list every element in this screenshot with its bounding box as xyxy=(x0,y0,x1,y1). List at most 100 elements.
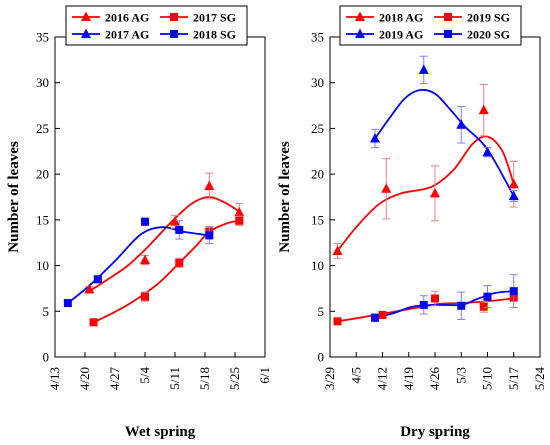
y-tick-label: 15 xyxy=(36,212,49,227)
legend-label-2019-sg: 2019 SG xyxy=(467,11,510,25)
point-2019-ag xyxy=(508,190,519,201)
curve-2020-sg xyxy=(374,290,514,319)
legend-marker xyxy=(444,13,452,21)
legend-marker xyxy=(355,11,365,21)
y-tick-label: 10 xyxy=(311,258,324,273)
point-2019-ag xyxy=(418,64,429,74)
point-2018-ag xyxy=(478,104,489,115)
wet-spring-panel: 0 5 10 15 20 25 30 35 4/13 4/20 4/27 5/4 5/11 5/18 5/… xyxy=(6,5,272,440)
point-2019-ag xyxy=(456,119,467,129)
x-tick-label: 6/1 xyxy=(257,367,272,384)
y-tick-label: 35 xyxy=(36,30,49,45)
curve-2016-ag xyxy=(88,196,240,292)
x-tick-label: 3/29 xyxy=(322,367,337,390)
data-points xyxy=(63,172,245,327)
legend-box xyxy=(339,5,522,46)
x-tick-label: 4/19 xyxy=(401,367,416,390)
x-tick-label: 5/17 xyxy=(506,367,521,391)
curve-2018-ag xyxy=(336,135,515,252)
x-axis-title: Wet spring xyxy=(125,424,196,440)
legend: 2018 AG 2019 SG 2019 AG 2020 SG xyxy=(339,5,522,46)
x-axis-ticks: 4/13 4/20 4/27 5/4 5/11 5/18 5/25 6/1 xyxy=(47,352,272,390)
legend-marker xyxy=(355,28,365,38)
x-axis-ticks: 3/29 4/5 4/12 4/19 4/26 5/3 5/10 5/17 5/24 xyxy=(322,352,547,390)
y-tick-label: 0 xyxy=(43,350,50,365)
x-tick-label: 5/3 xyxy=(453,367,468,384)
point-2019-sg xyxy=(378,310,387,319)
point-2019-ag xyxy=(370,132,380,143)
point-2017-sg xyxy=(175,258,184,267)
x-tick-label: 4/5 xyxy=(348,367,363,384)
point-2020-sg xyxy=(509,287,518,296)
x-tick-label: 4/27 xyxy=(107,367,122,391)
x-tick-label: 5/10 xyxy=(480,367,495,390)
point-2019-sg xyxy=(479,302,488,311)
legend-label-2020-sg: 2020 SG xyxy=(467,28,510,42)
y-axis-ticks: 0 5 10 15 20 25 30 35 xyxy=(311,30,335,365)
point-2018-sg xyxy=(63,299,72,308)
point-2019-sg xyxy=(431,294,439,303)
legend-marker xyxy=(444,30,452,38)
x-tick-label: 4/12 xyxy=(375,367,390,390)
y-axis-ticks: 0 5 10 15 20 25 30 35 xyxy=(36,30,60,365)
point-2017-sg xyxy=(141,292,149,301)
x-tick-label: 5/4 xyxy=(137,367,152,384)
y-tick-label: 0 xyxy=(318,350,325,365)
legend-marker xyxy=(81,11,91,21)
y-tick-label: 30 xyxy=(36,75,49,90)
data-points xyxy=(332,55,519,326)
point-2020-sg xyxy=(419,300,428,309)
point-2018-ag xyxy=(430,187,440,198)
point-2020-sg xyxy=(371,313,379,322)
point-2017-sg xyxy=(89,318,98,327)
x-tick-label: 5/18 xyxy=(197,367,212,390)
legend-label-2017-sg: 2017 SG xyxy=(193,11,236,25)
point-2016-ag xyxy=(140,254,150,265)
legend-box xyxy=(65,5,248,46)
point-2020-sg xyxy=(457,301,466,310)
x-tick-label: 4/20 xyxy=(77,367,92,390)
y-axis-title: Number of leaves xyxy=(6,141,22,253)
legend: 2016 AG 2017 SG 2017 AG 2018 SG xyxy=(65,5,248,46)
point-2016-ag xyxy=(84,283,95,294)
point-2019-ag xyxy=(482,146,493,157)
point-2020-sg xyxy=(483,292,492,301)
point-2016-ag xyxy=(204,180,215,191)
point-2016-ag xyxy=(170,216,180,226)
x-axis-title: Dry spring xyxy=(400,424,470,440)
y-tick-label: 20 xyxy=(311,167,324,182)
legend-label-2018-sg: 2018 SG xyxy=(193,28,236,42)
point-2018-ag xyxy=(381,183,392,193)
legend-label-2018-ag: 2018 AG xyxy=(379,11,423,25)
y-tick-label: 25 xyxy=(36,121,49,136)
point-2016-ag xyxy=(234,207,245,217)
dry-spring-panel: 0 5 10 15 20 25 30 35 3/29 4/5 4/12 4/19 4/26 5/3 5/1… xyxy=(277,5,547,440)
y-axis-title: Number of leaves xyxy=(277,141,293,253)
point-2018-sg xyxy=(175,225,184,234)
x-tick-label: 4/26 xyxy=(427,367,442,391)
point-2018-sg xyxy=(205,231,214,240)
point-2017-sg xyxy=(235,216,244,225)
y-tick-label: 5 xyxy=(43,304,50,319)
x-tick-label: 5/24 xyxy=(532,367,547,391)
legend-label-2019-ag: 2019 AG xyxy=(379,28,423,42)
x-tick-label: 4/13 xyxy=(47,367,62,390)
legend-marker xyxy=(170,13,178,21)
y-tick-label: 15 xyxy=(311,212,324,227)
legend-label-2016-ag: 2016 AG xyxy=(105,11,149,25)
y-tick-label: 25 xyxy=(311,121,324,136)
point-2018-ag xyxy=(508,178,519,189)
legend-marker xyxy=(81,28,91,38)
y-tick-label: 35 xyxy=(311,30,324,45)
point-2019-sg xyxy=(333,317,342,326)
y-tick-label: 20 xyxy=(36,167,49,182)
curve-2019-ag xyxy=(374,88,515,197)
point-2018-ag xyxy=(332,245,343,255)
legend-label-2017-ag: 2017 AG xyxy=(105,28,149,42)
y-tick-label: 5 xyxy=(318,304,325,319)
y-tick-label: 10 xyxy=(36,258,49,273)
legend-marker xyxy=(170,30,178,38)
y-tick-label: 30 xyxy=(311,75,324,90)
